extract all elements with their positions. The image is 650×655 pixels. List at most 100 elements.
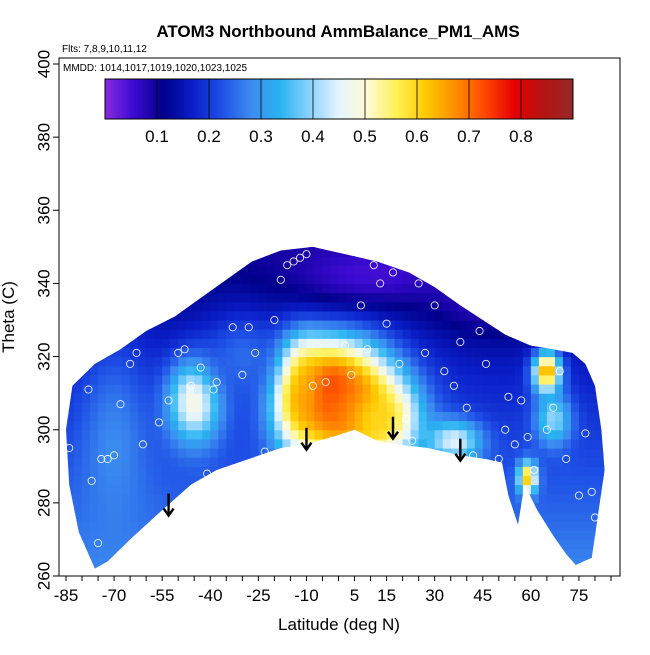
heatmap-cell [482, 384, 492, 394]
heatmap-cell [418, 557, 428, 568]
heatmap-cell [114, 374, 123, 385]
heatmap-cell [186, 274, 195, 285]
heatmap-cell [122, 420, 131, 431]
heatmap-cell [210, 301, 219, 312]
heatmap-cell [386, 411, 396, 422]
heatmap-cell [354, 374, 364, 385]
heatmap-cell [66, 420, 75, 431]
heatmap-cell [138, 256, 147, 266]
heatmap-cell [410, 292, 420, 303]
heatmap-cell [298, 466, 308, 477]
heatmap-cell [362, 374, 372, 385]
heatmap-cell [602, 365, 605, 376]
heatmap-cell [66, 429, 75, 440]
heatmap-cell [274, 539, 283, 550]
heatmap-cell [562, 320, 572, 330]
heatmap-cell [578, 448, 588, 458]
heatmap-cell [378, 539, 388, 550]
heatmap-cell [498, 475, 508, 486]
heatmap-cell [250, 384, 259, 394]
heatmap-cell [402, 310, 412, 321]
heatmap-cell [210, 493, 219, 504]
heatmap-cell [122, 310, 131, 321]
heatmap-cell [434, 246, 444, 257]
heatmap-cell [330, 274, 340, 285]
heatmap-cell [506, 310, 516, 321]
heatmap-cell [458, 521, 468, 531]
heatmap-cell [506, 246, 516, 248]
heatmap-cell [330, 384, 340, 394]
heatmap-cell [290, 484, 300, 495]
heatmap-cell [554, 420, 564, 431]
heatmap-cell [330, 530, 340, 541]
heatmap-cell [506, 292, 516, 303]
heatmap-cell [146, 512, 155, 522]
heatmap-cell [402, 384, 412, 394]
heatmap-cell [394, 265, 404, 275]
heatmap-cell [442, 557, 452, 568]
heatmap-cell [546, 365, 556, 376]
heatmap-cell [570, 475, 580, 486]
heatmap-cell [474, 530, 484, 541]
heatmap-cell [66, 475, 75, 486]
heatmap-cell [298, 374, 308, 385]
heatmap-cell [274, 320, 283, 330]
heatmap-cell [426, 484, 436, 495]
heatmap-cell [522, 329, 532, 339]
heatmap-cell [578, 466, 588, 477]
heatmap-cell [146, 356, 155, 367]
heatmap-cell [394, 512, 404, 522]
heatmap-cell [346, 265, 356, 275]
heatmap-cell [354, 393, 364, 403]
heatmap-cell [98, 539, 107, 550]
heatmap-cell [370, 557, 380, 568]
heatmap-cell [482, 274, 492, 285]
heatmap-cell [114, 566, 123, 569]
heatmap-cell [314, 356, 324, 367]
heatmap-cell [514, 265, 524, 275]
heatmap-cell [570, 429, 580, 440]
heatmap-cell [314, 246, 324, 248]
heatmap-cell [594, 365, 604, 376]
heatmap-cell [498, 347, 508, 358]
heatmap-cell [74, 466, 83, 477]
heatmap-cell [594, 521, 604, 531]
heatmap-cell [130, 466, 139, 477]
heatmap-cell [346, 338, 356, 349]
heatmap-cell [178, 365, 187, 376]
heatmap-cell [178, 557, 187, 568]
heatmap-cell [306, 502, 316, 513]
heatmap-cell [282, 329, 292, 339]
heatmap-cell [458, 338, 468, 349]
heatmap-cell [322, 356, 332, 367]
heatmap-cell [282, 320, 292, 330]
heatmap-cell [570, 365, 580, 376]
heatmap-cell [106, 457, 115, 467]
heatmap-cell [154, 292, 163, 303]
heatmap-cell [506, 493, 516, 504]
heatmap-cell [458, 420, 468, 431]
heatmap-cell [66, 256, 75, 266]
heatmap-cell [282, 292, 292, 303]
heatmap-cell [170, 548, 179, 559]
heatmap-cell [474, 246, 484, 257]
heatmap-cell [170, 530, 179, 541]
heatmap-cell [370, 493, 380, 504]
heatmap-cell [370, 402, 380, 413]
heatmap-cell [330, 320, 340, 330]
heatmap-cell [530, 457, 540, 467]
heatmap-cell [322, 512, 332, 522]
heatmap-cell [298, 246, 308, 257]
heatmap-cell [186, 356, 195, 367]
heatmap-cell [218, 301, 227, 312]
heatmap-cell [210, 283, 219, 294]
colorbar-gradient [104, 78, 574, 120]
heatmap-cell [226, 557, 235, 568]
heatmap-cell [570, 557, 580, 568]
heatmap-cell [170, 274, 179, 285]
heatmap-cell [210, 329, 219, 339]
heatmap-cell [570, 347, 580, 358]
observation-point [469, 451, 478, 460]
heatmap-cell [490, 557, 500, 568]
heatmap-cell [458, 265, 468, 275]
